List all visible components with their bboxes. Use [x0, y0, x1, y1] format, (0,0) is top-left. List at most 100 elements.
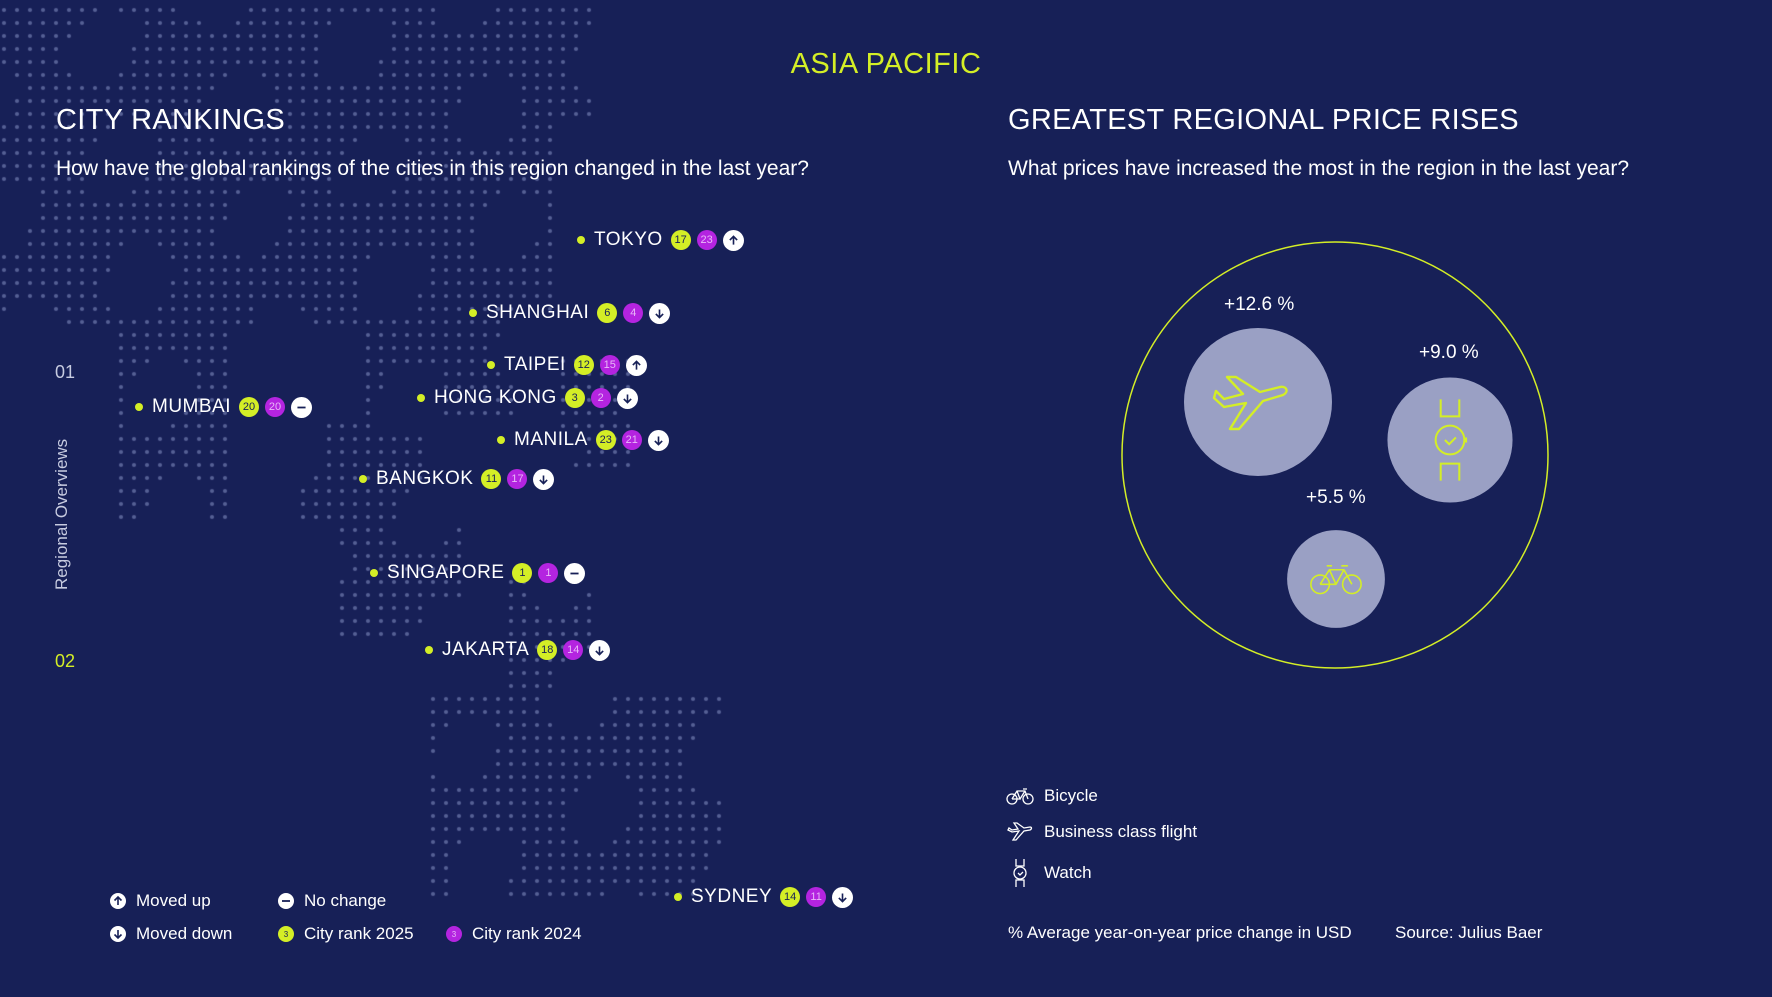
plane-icon [1006, 822, 1034, 842]
city-marker[interactable]: SYDNEY 14 11 [674, 886, 854, 908]
rank-2025-badge: 14 [780, 887, 801, 907]
legend-no-change: No change [278, 891, 386, 911]
city-marker[interactable]: MANILA 23 21 [497, 429, 669, 451]
bicycle-change-label: +5.5 % [1306, 487, 1366, 508]
rank-2024-badge: 11 [806, 887, 827, 907]
rank-2025-badge: 23 [595, 430, 616, 450]
region-title: ASIA PACIFIC [790, 48, 982, 80]
legend-flight-label: Business class flight [1044, 822, 1198, 841]
bicycle-icon [1310, 564, 1362, 595]
rank-2025-badge: 1 [512, 563, 533, 583]
outer-ring [1121, 241, 1549, 669]
city-pin [425, 646, 433, 654]
city-pin [359, 475, 367, 483]
rank-2024-badge: 4 [623, 303, 644, 323]
legend-rank-2025-label: City rank 2025 [304, 924, 414, 943]
price-rises-title: GREATEST REGIONAL PRICE RISES [1008, 104, 1519, 136]
legend-watch: Watch [1006, 858, 1092, 888]
arrow-up-icon [625, 354, 647, 376]
city-pin [469, 309, 477, 317]
rank-2025-badge: 11 [481, 469, 502, 489]
arrow-down-icon [616, 387, 638, 409]
rank-2024-badge: 14 [563, 640, 584, 660]
city-pin [674, 893, 682, 901]
rank-2025-badge: 6 [597, 303, 618, 323]
city-marker[interactable]: HONG KONG 3 2 [417, 387, 638, 409]
rank-2024-badge: 17 [507, 469, 528, 489]
city-name: SYDNEY [691, 886, 773, 907]
legend-no-change-label: No change [304, 891, 387, 910]
watch-icon [1434, 399, 1468, 481]
city-marker[interactable]: TAIPEI 12 15 [487, 354, 647, 376]
arrow-down-icon [110, 926, 126, 942]
city-name: SINGAPORE [387, 562, 505, 583]
rank-2025-badge: 18 [537, 640, 558, 660]
plane-icon [1212, 375, 1288, 431]
flight-change-label: +12.6 % [1224, 294, 1295, 315]
rank-2024-swatch: 3 [446, 926, 462, 942]
legend-rank-2024-label: City rank 2024 [472, 924, 582, 943]
city-name: HONG KONG [434, 387, 557, 408]
city-pin [577, 236, 585, 244]
rank-2025-badge: 20 [239, 397, 259, 417]
regional-overviews-label: Regional Overviews [52, 438, 71, 590]
city-name: MUMBAI [152, 396, 231, 417]
watch-change-label: +9.0 % [1419, 342, 1479, 363]
bicycle-bubble [1287, 530, 1385, 628]
rank-2024-badge: 20 [265, 397, 285, 417]
legend-flight: Business class flight [1006, 822, 1197, 842]
city-name: TOKYO [594, 229, 663, 250]
arrow-down-icon [533, 468, 555, 490]
city-marker[interactable]: SHANGHAI 6 4 [469, 302, 671, 324]
footnote: % Average year-on-year price change in U… [1008, 923, 1352, 942]
price-rises-question: What prices have increased the most in t… [1008, 157, 1629, 180]
arrow-up-icon [722, 229, 744, 251]
rank-2025-badge: 12 [573, 355, 594, 375]
city-name: BANGKOK [376, 468, 474, 489]
nav-item-01[interactable]: 01 [55, 362, 76, 382]
nav-item-02[interactable]: 02 [55, 651, 76, 671]
legend-rank-2024: 3 City rank 2024 [446, 924, 582, 944]
city-marker[interactable]: MUMBAI 20 20 [135, 396, 312, 418]
watch-icon [1006, 858, 1034, 888]
city-pin [497, 436, 505, 444]
legend-watch-label: Watch [1044, 863, 1092, 882]
watch-bubble [1387, 377, 1513, 503]
rank-2025-badge: 3 [564, 388, 585, 408]
legend-moved-up-label: Moved up [136, 891, 211, 910]
minus-icon [564, 562, 586, 584]
city-marker[interactable]: SINGAPORE 1 1 [370, 562, 586, 584]
rank-2024-badge: 21 [621, 430, 642, 450]
city-pin [417, 394, 425, 402]
arrow-down-icon [832, 886, 854, 908]
arrow-down-icon [647, 429, 669, 451]
city-rankings-question: How have the global rankings of the citi… [56, 157, 809, 180]
city-name: JAKARTA [442, 639, 530, 660]
legend-moved-up: Moved up [110, 891, 211, 911]
city-marker[interactable]: TOKYO 17 23 [577, 229, 744, 251]
city-rankings-title: CITY RANKINGS [56, 104, 285, 136]
city-name: MANILA [514, 429, 588, 450]
legend-bicycle: Bicycle [1006, 786, 1098, 806]
arrow-up-icon [110, 893, 126, 909]
legend-rank-2025: 3 City rank 2025 [278, 924, 414, 944]
city-name: TAIPEI [504, 354, 566, 375]
rank-2025-badge: 17 [670, 230, 691, 250]
plane-bubble [1184, 328, 1332, 476]
city-marker[interactable]: JAKARTA 18 14 [425, 639, 611, 661]
rank-2024-badge: 15 [599, 355, 620, 375]
source-note: Source: Julius Baer [1395, 923, 1543, 942]
rank-2024-badge: 23 [696, 230, 717, 250]
city-pin [487, 361, 495, 369]
city-pin [135, 403, 143, 411]
city-pin [370, 569, 378, 577]
arrow-down-icon [649, 302, 671, 324]
price-bubble-chart [1121, 241, 1549, 669]
rank-2024-badge: 1 [538, 563, 559, 583]
city-marker[interactable]: BANGKOK 11 17 [359, 468, 555, 490]
city-name: SHANGHAI [486, 302, 590, 323]
minus-icon [278, 893, 294, 909]
legend-moved-down-label: Moved down [136, 924, 233, 943]
minus-icon [291, 396, 312, 418]
